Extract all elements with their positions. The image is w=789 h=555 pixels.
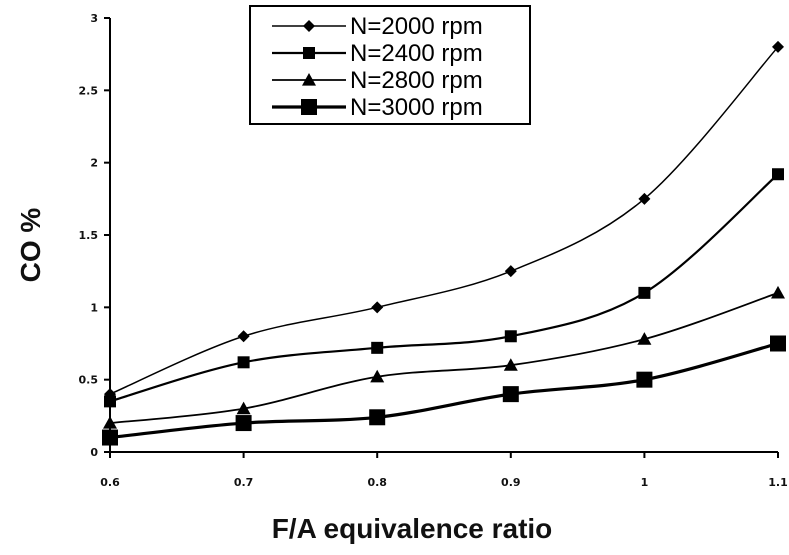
y-tick-label: 0.5 bbox=[79, 374, 99, 387]
data-point-series-4 bbox=[502, 386, 519, 403]
x-tick-label: 1.1 bbox=[768, 476, 788, 489]
legend-marker-1 bbox=[303, 20, 315, 32]
data-point-series-1 bbox=[772, 40, 784, 53]
legend-marker-3 bbox=[302, 73, 316, 86]
data-point-series-2 bbox=[504, 330, 517, 343]
y-tick-label: 0 bbox=[90, 446, 98, 459]
y-tick-label: 3 bbox=[90, 12, 98, 25]
data-point-series-3 bbox=[503, 358, 518, 371]
data-point-series-2 bbox=[104, 395, 116, 408]
legend-marker-2 bbox=[303, 47, 315, 59]
data-point-series-3 bbox=[637, 332, 652, 345]
legend-entry-2: N=2400 rpm bbox=[350, 40, 483, 67]
data-point-series-4 bbox=[770, 335, 786, 352]
data-point-series-1 bbox=[504, 265, 517, 278]
x-tick-label: 0.7 bbox=[234, 476, 254, 489]
x-axis-title: F/A equivalence ratio bbox=[272, 513, 553, 544]
data-point-series-4 bbox=[102, 429, 118, 446]
y-tick-label: 1.5 bbox=[79, 229, 99, 242]
x-tick-label: 0.9 bbox=[501, 476, 521, 489]
data-point-series-2 bbox=[638, 286, 651, 299]
data-point-series-3 bbox=[370, 369, 385, 383]
data-point-series-3 bbox=[103, 416, 117, 429]
axes bbox=[104, 17, 779, 458]
data-point-series-2 bbox=[237, 356, 250, 369]
legend-entry-4: N=3000 rpm bbox=[350, 94, 483, 121]
series-markers bbox=[102, 40, 786, 446]
data-point-series-4 bbox=[235, 415, 252, 432]
data-point-series-2 bbox=[371, 341, 384, 354]
x-tick-label: 1 bbox=[641, 476, 649, 489]
data-point-series-3 bbox=[771, 285, 785, 299]
data-point-series-1 bbox=[237, 330, 250, 343]
x-tick-label: 0.8 bbox=[367, 476, 387, 489]
data-point-series-3 bbox=[236, 401, 251, 415]
series-line-2 bbox=[109, 173, 779, 403]
x-tick-label: 0.6 bbox=[100, 476, 120, 489]
y-tick-label: 1 bbox=[90, 301, 98, 314]
series-lines bbox=[109, 46, 779, 440]
y-tick-label: 2.5 bbox=[79, 84, 99, 97]
y-tick-label: 2 bbox=[90, 157, 98, 170]
data-point-series-1 bbox=[371, 301, 384, 314]
series-line-3 bbox=[109, 292, 779, 424]
data-point-series-1 bbox=[638, 192, 651, 205]
legend-marker-4 bbox=[301, 99, 317, 115]
tick-labels: 0.6 0.7 0.8 0.9 1 1.1 0 0.5 1 1.5 2 2.5 3 bbox=[79, 12, 788, 489]
data-point-series-4 bbox=[369, 409, 386, 426]
y-axis-title: CO % bbox=[15, 208, 46, 283]
legend-entry-1: N=2000 rpm bbox=[350, 13, 483, 40]
series-line-4 bbox=[109, 341, 779, 440]
data-point-series-2 bbox=[772, 168, 784, 181]
data-point-series-4 bbox=[636, 371, 653, 388]
series-line-1 bbox=[109, 46, 779, 395]
legend-entry-3: N=2800 rpm bbox=[350, 67, 483, 94]
